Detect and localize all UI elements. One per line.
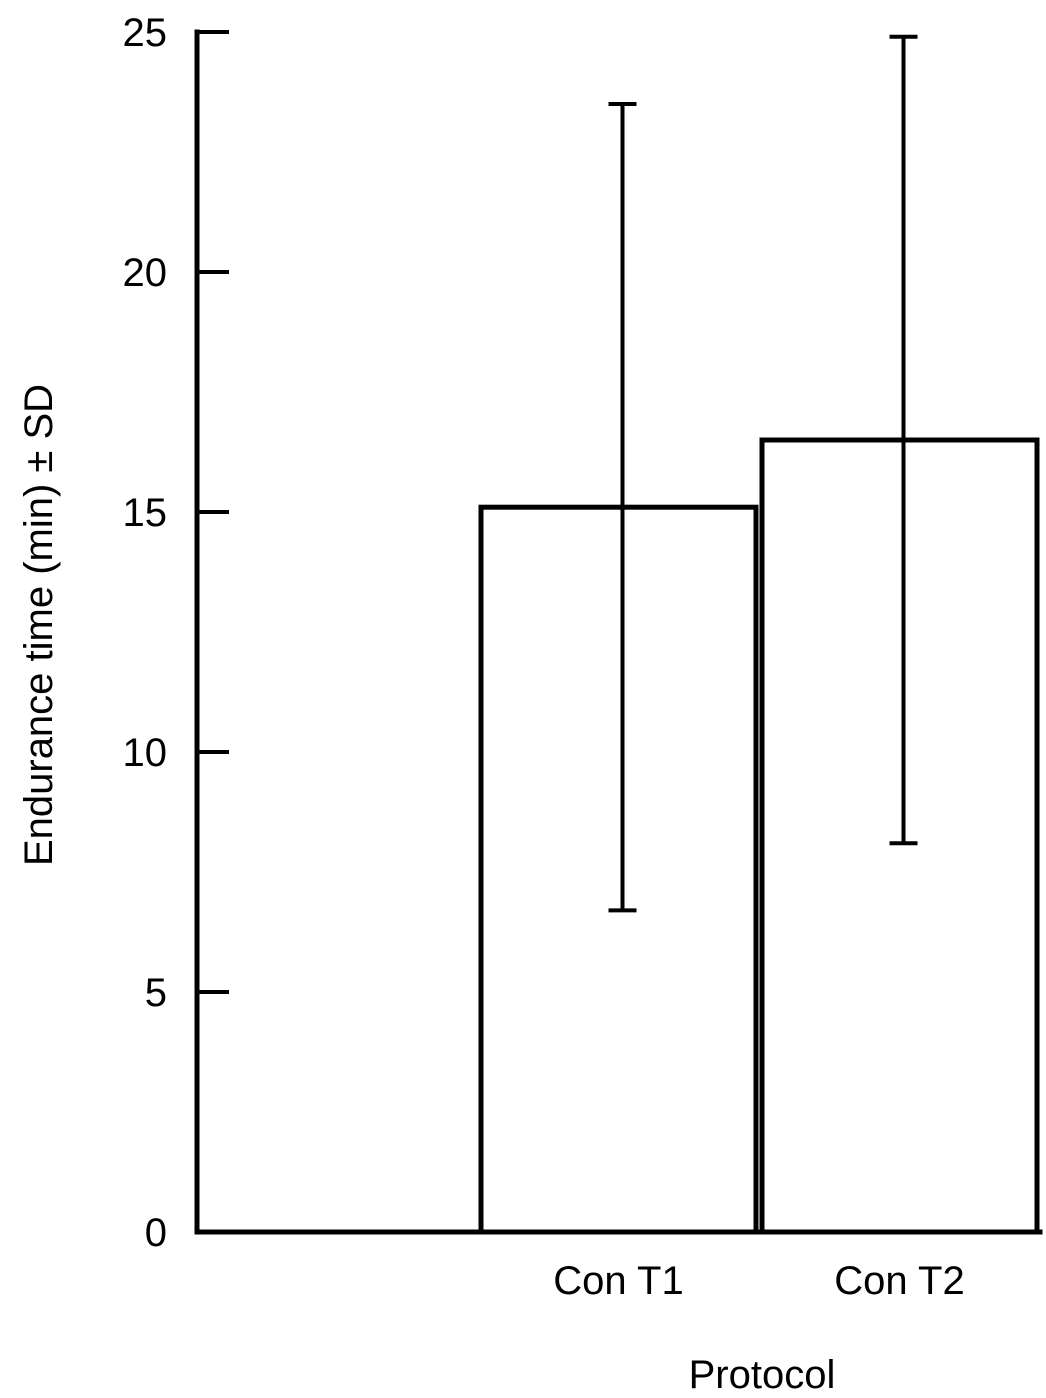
- bars: [478, 437, 1040, 1235]
- y-axis-title: Endurance time (min) ± SD: [17, 384, 61, 866]
- y-ticks: 0 5 10 15 20 25: [123, 11, 229, 1255]
- y-tick-label: 10: [123, 731, 168, 775]
- x-tick-labels: Con T1 Con T2: [553, 1259, 964, 1303]
- x-tick-label: Con T1: [553, 1259, 683, 1303]
- bar: [759, 437, 1040, 1235]
- y-tick-label: 25: [123, 11, 168, 55]
- y-tick-label: 0: [145, 1211, 167, 1255]
- x-tick-label: Con T2: [834, 1259, 964, 1303]
- y-tick-label: 5: [145, 971, 167, 1015]
- y-tick-label: 15: [123, 491, 168, 535]
- x-axis-title: Protocol: [689, 1353, 836, 1397]
- bar: [478, 504, 759, 1235]
- y-tick-label: 20: [123, 251, 168, 295]
- plot-area: 0 5 10 15 20 25 Con T1 Con T2: [123, 11, 1043, 1303]
- error-bars: [608, 34, 918, 913]
